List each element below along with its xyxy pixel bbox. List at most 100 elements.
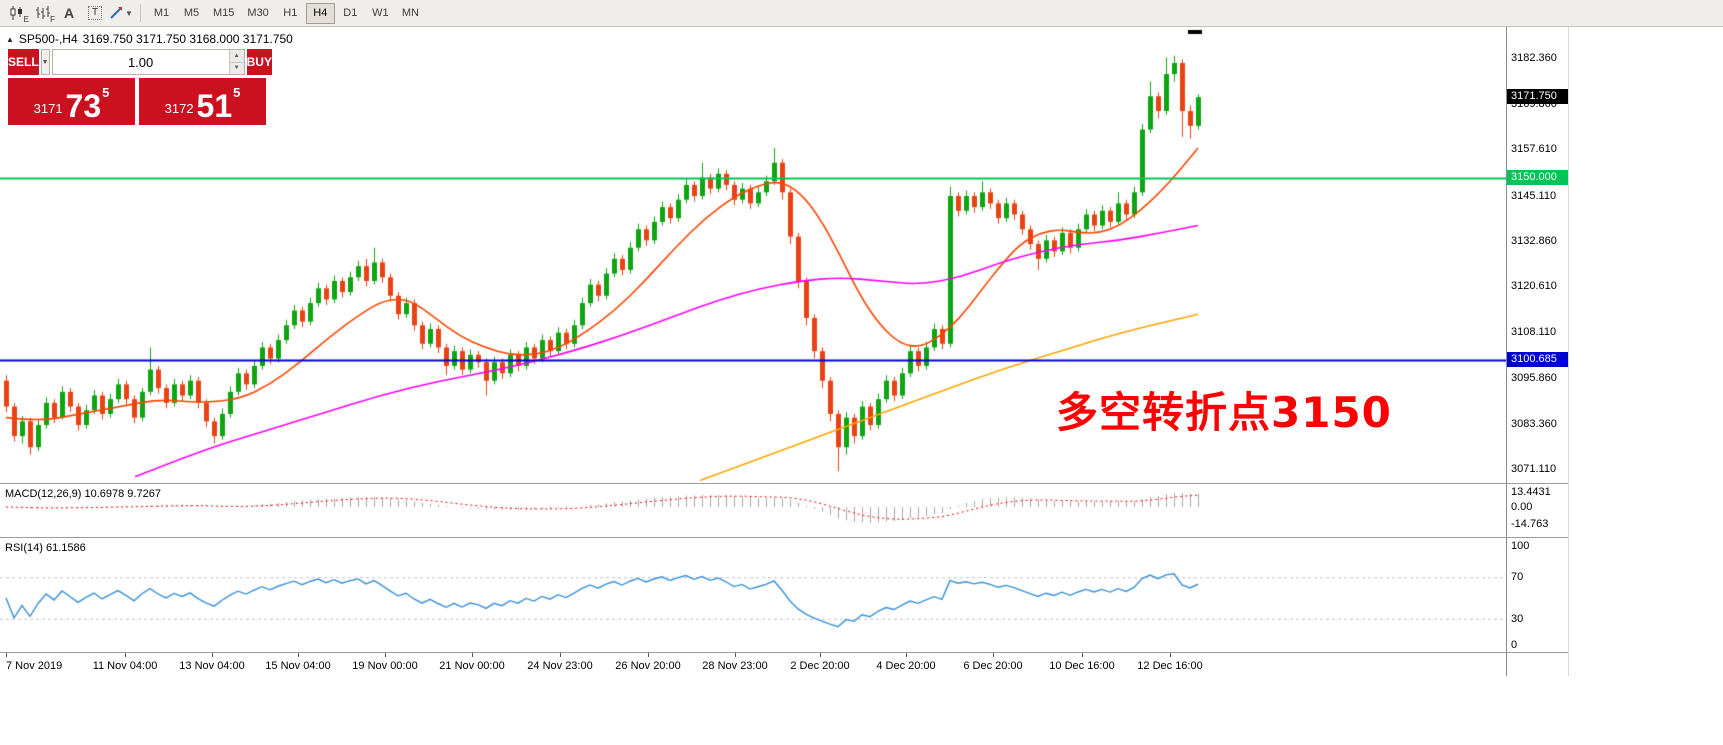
price-axis-label: 3145.110 (1511, 189, 1557, 202)
time-axis-label: 15 Nov 04:00 (265, 660, 331, 672)
chevron-down-icon: ▼ (41, 58, 49, 66)
price-axis-label: 3132.860 (1511, 234, 1557, 247)
rsi-axis: 100 70 30 0 (1506, 538, 1568, 652)
chart-window: ▲ SP500-,H4 3169.750 3171.750 3168.000 3… (0, 27, 1569, 676)
volume-dropdown-button[interactable]: ▼ (40, 49, 50, 75)
rsi-row: RSI(14) 61.1586 100 70 30 0 (0, 537, 1568, 652)
time-axis-label: 6 Dec 20:00 (963, 660, 1023, 672)
resistance-price-tag: 3150.000 (1507, 169, 1568, 185)
toolbar-separator (140, 4, 141, 22)
timeframe-m1[interactable]: M1 (153, 7, 170, 19)
macd-canvas[interactable] (0, 484, 1506, 537)
timeframe-m15[interactable]: M15 (213, 7, 235, 19)
text-box-tool-icon[interactable]: T (82, 2, 108, 24)
time-axis-label: 13 Nov 04:00 (179, 660, 245, 672)
time-axis-tick (560, 653, 561, 657)
time-axis-tick (993, 653, 994, 657)
chart-symbol-header: ▲ SP500-,H4 3169.750 3171.750 3168.000 3… (6, 32, 293, 46)
time-axis-tick (1082, 653, 1083, 657)
bid-fraction: 5 (102, 85, 110, 100)
volume-input[interactable] (52, 50, 229, 74)
macd-axis-label: 13.4431 (1511, 485, 1551, 498)
timeframe-mn[interactable]: MN (401, 7, 419, 19)
current-price-tag: 3171.750 (1507, 89, 1568, 105)
candlestick-tool-icon[interactable]: E (4, 2, 30, 24)
main-chart-row: ▲ SP500-,H4 3169.750 3171.750 3168.000 3… (0, 27, 1568, 483)
bid-big-figure: 3171 (33, 101, 63, 116)
time-axis-tick (906, 653, 907, 657)
volume-decrease-button[interactable]: ▼ (229, 62, 244, 74)
time-axis-label: 26 Nov 20:00 (615, 660, 681, 672)
drawing-tools-icon[interactable]: ▼ (108, 2, 134, 24)
timeframe-h4[interactable]: H4 (305, 2, 335, 24)
support-price-tag: 3100.685 (1507, 351, 1568, 367)
main-plot: ▲ SP500-,H4 3169.750 3171.750 3168.000 3… (0, 27, 1506, 483)
price-axis-label: 3120.610 (1511, 280, 1557, 293)
time-axis-tick (385, 653, 386, 657)
collapse-triangle-icon[interactable]: ▲ (6, 34, 14, 44)
price-axis[interactable]: 3071.110 3083.360 3095.860 3108.110 3120.610… (1506, 27, 1568, 483)
time-axis-row: 7 Nov 2019 11 Nov 04:00 13 Nov 04:00 15 Nov… (0, 652, 1568, 676)
time-axis-label: 4 Dec 20:00 (876, 660, 936, 672)
toolbar: E F A T ▼ M1 M5 M15 M30 H1 H4 D1 W1 MN (0, 0, 1723, 27)
timeframe-m5[interactable]: M5 (183, 7, 200, 19)
macd-label: MACD(12,26,9) 10.6978 9.7267 (5, 488, 161, 500)
timeframe-d1[interactable]: D1 (343, 7, 358, 19)
timeframe-group: M1 M5 M15 M30 H1 H4 D1 W1 MN (147, 2, 425, 24)
volume-spinner: ▲ ▼ (228, 50, 244, 74)
buy-button[interactable]: BUY (246, 49, 272, 75)
bid-price-display[interactable]: 3171 73 5 (8, 78, 135, 125)
timeframe-w1[interactable]: W1 (372, 7, 389, 19)
macd-axis-label: 0.00 (1511, 501, 1533, 513)
time-axis[interactable]: 7 Nov 2019 11 Nov 04:00 13 Nov 04:00 15 Nov… (0, 653, 1506, 676)
time-axis-tick (1170, 653, 1171, 657)
chevron-down-icon: ▼ (125, 8, 133, 18)
rsi-axis-label: 100 (1511, 540, 1530, 552)
macd-row: MACD(12,26,9) 10.6978 9.7267 13.4431 0.00… (0, 483, 1568, 537)
ask-big-figure: 3172 (164, 101, 194, 116)
macd-plot: MACD(12,26,9) 10.6978 9.7267 (0, 484, 1506, 537)
timeframe-h1[interactable]: H1 (283, 7, 298, 19)
time-axis-tick (6, 653, 7, 657)
time-axis-label: 19 Nov 00:00 (352, 660, 418, 672)
macd-axis: 13.4431 0.00 -14.763 (1506, 484, 1568, 537)
time-axis-corner (1506, 653, 1568, 676)
price-axis-label: 3095.860 (1511, 371, 1557, 384)
time-axis-tick (298, 653, 299, 657)
time-axis-label: 28 Nov 23:00 (702, 660, 768, 672)
time-axis-label: 21 Nov 00:00 (439, 660, 505, 672)
one-click-trading-panel: SELL ▼ ▲ ▼ BUY (8, 49, 272, 125)
time-axis-label: 12 Dec 16:00 (1137, 660, 1203, 672)
price-axis-label: 3108.110 (1511, 326, 1557, 339)
ohlc-values: 3169.750 3171.750 3168.000 3171.750 (82, 32, 293, 46)
time-axis-label: 11 Nov 04:00 (92, 660, 158, 672)
time-axis-tick (735, 653, 736, 657)
time-axis-label: 24 Nov 23:00 (527, 660, 593, 672)
time-axis-label: 10 Dec 16:00 (1049, 660, 1115, 672)
timeframe-m30[interactable]: M30 (247, 7, 269, 19)
ask-pips: 51 (196, 87, 233, 124)
rsi-canvas[interactable] (0, 538, 1506, 652)
ask-price-display[interactable]: 3172 51 5 (139, 78, 266, 125)
volume-box: ▲ ▼ (51, 49, 245, 75)
volume-increase-button[interactable]: ▲ (229, 50, 244, 63)
sell-button[interactable]: SELL (8, 49, 39, 75)
time-axis-tick (820, 653, 821, 657)
price-axis-label: 3083.360 (1511, 417, 1557, 430)
time-axis-tick (212, 653, 213, 657)
symbol-label: SP500-,H4 (18, 32, 78, 46)
rsi-label: RSI(14) 61.1586 (5, 542, 86, 554)
time-axis-tick (125, 653, 126, 657)
ask-fraction: 5 (233, 85, 241, 100)
bid-pips: 73 (65, 87, 102, 124)
price-axis-label: 3182.360 (1511, 52, 1557, 64)
macd-axis-label: -14.763 (1511, 517, 1549, 530)
rsi-axis-label: 30 (1511, 612, 1524, 625)
time-axis-tick (648, 653, 649, 657)
rsi-axis-label: 0 (1511, 639, 1518, 651)
time-axis-label: 2 Dec 20:00 (790, 660, 850, 672)
rsi-axis-label: 70 (1511, 571, 1524, 584)
bar-chart-tool-icon[interactable]: F (36, 6, 55, 24)
text-label-tool-icon[interactable]: A (63, 5, 75, 21)
